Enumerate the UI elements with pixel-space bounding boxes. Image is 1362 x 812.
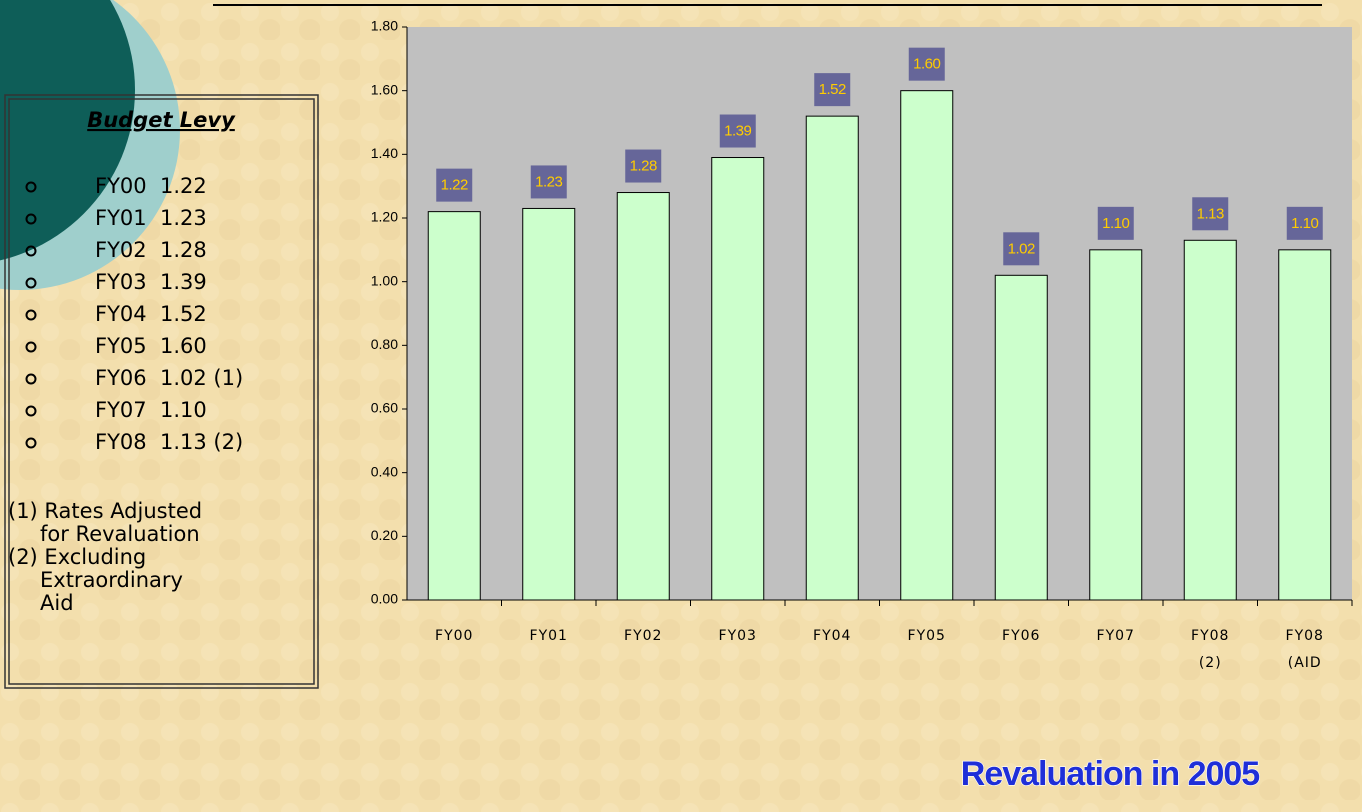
y-tick-label: 0.60 [371, 400, 398, 416]
x-tick-label: FY05 [908, 628, 946, 644]
bar [616, 192, 670, 601]
bar [1183, 239, 1237, 601]
panel-note: Extraordinary [40, 568, 183, 592]
panel-item: FY04 1.52 [95, 302, 207, 326]
bullet [25, 181, 37, 193]
footer-title: Revaluation in 2005 [961, 755, 1260, 793]
decor-circle [0, 0, 135, 261]
value-label-box [530, 165, 567, 199]
panel-item: FY03 1.39 [95, 270, 207, 294]
y-tick-label: 0.20 [371, 527, 398, 543]
panel-item: FY02 1.28 [95, 238, 207, 262]
x-tick-label: FY06 [1002, 628, 1040, 644]
value-label-box [625, 149, 662, 183]
bullet [25, 213, 37, 225]
panel-item: FY00 1.22 [95, 174, 207, 198]
x-tick-label: FY02 [624, 628, 662, 644]
value-label-box [1003, 232, 1040, 266]
value-label-box [814, 73, 851, 107]
x-tick-label: FY01 [530, 628, 568, 644]
bullet [25, 437, 37, 449]
bullet [25, 277, 37, 289]
value-label: 1.60 [913, 56, 940, 73]
value-label: 1.13 [1197, 205, 1224, 222]
panel-title: Budget Levy [87, 108, 236, 132]
value-label: 1.23 [535, 173, 562, 190]
y-tick-label: 1.20 [371, 209, 398, 225]
bar [1089, 249, 1143, 601]
panel-item: FY06 1.02 (1) [95, 366, 243, 390]
bullet [25, 309, 37, 321]
x-tick-label: FY08 (AID [1286, 628, 1324, 671]
value-label-box [1097, 206, 1134, 240]
bar [522, 207, 576, 601]
panel-item: FY05 1.60 [95, 334, 207, 358]
panel-border [4, 94, 319, 689]
panel-note: (2) Excluding [8, 545, 146, 569]
x-tick-label: FY03 [719, 628, 757, 644]
value-label: 1.10 [1291, 215, 1318, 232]
panel-border [8, 98, 315, 685]
value-label: 1.22 [441, 177, 468, 194]
y-tick-label: 1.60 [371, 81, 398, 97]
y-tick-label: 1.40 [371, 145, 398, 161]
y-tick-label: 1.00 [371, 272, 398, 288]
panel-item: FY08 1.13 (2) [95, 430, 243, 454]
x-tick-label: FY07 [1097, 628, 1135, 644]
value-label-box [1286, 206, 1323, 240]
y-tick-label: 0.80 [371, 336, 398, 352]
value-label-box [436, 168, 473, 202]
bar [711, 157, 765, 601]
bullet [25, 245, 37, 257]
value-label: 1.28 [630, 158, 657, 175]
x-tick-label: FY04 [813, 628, 851, 644]
value-label: 1.02 [1008, 240, 1035, 257]
value-label: 1.52 [819, 81, 846, 98]
panel-item: FY07 1.10 [95, 398, 207, 422]
bar [900, 90, 954, 601]
bullet [25, 341, 37, 353]
panel-item: FY01 1.23 [95, 206, 207, 230]
bullet [25, 405, 37, 417]
value-label-box [719, 114, 756, 148]
bullet [25, 373, 37, 385]
y-tick-label: 1.80 [371, 18, 398, 34]
panel-note: for Revaluation [40, 522, 200, 546]
x-tick-label: FY00 [435, 628, 473, 644]
value-label-box [1192, 197, 1229, 231]
y-tick-label: 0.00 [371, 591, 398, 607]
y-tick-label: 0.40 [371, 463, 398, 479]
bar [994, 274, 1048, 601]
bar [427, 211, 481, 601]
bar [1278, 249, 1332, 601]
value-label: 1.39 [724, 122, 751, 139]
x-tick-label: FY08 (2) [1191, 628, 1229, 671]
value-label-box [908, 47, 945, 81]
panel-note: Aid [40, 591, 74, 615]
bar [805, 115, 859, 601]
panel-note: (1) Rates Adjusted [8, 499, 202, 523]
value-label: 1.10 [1102, 215, 1129, 232]
